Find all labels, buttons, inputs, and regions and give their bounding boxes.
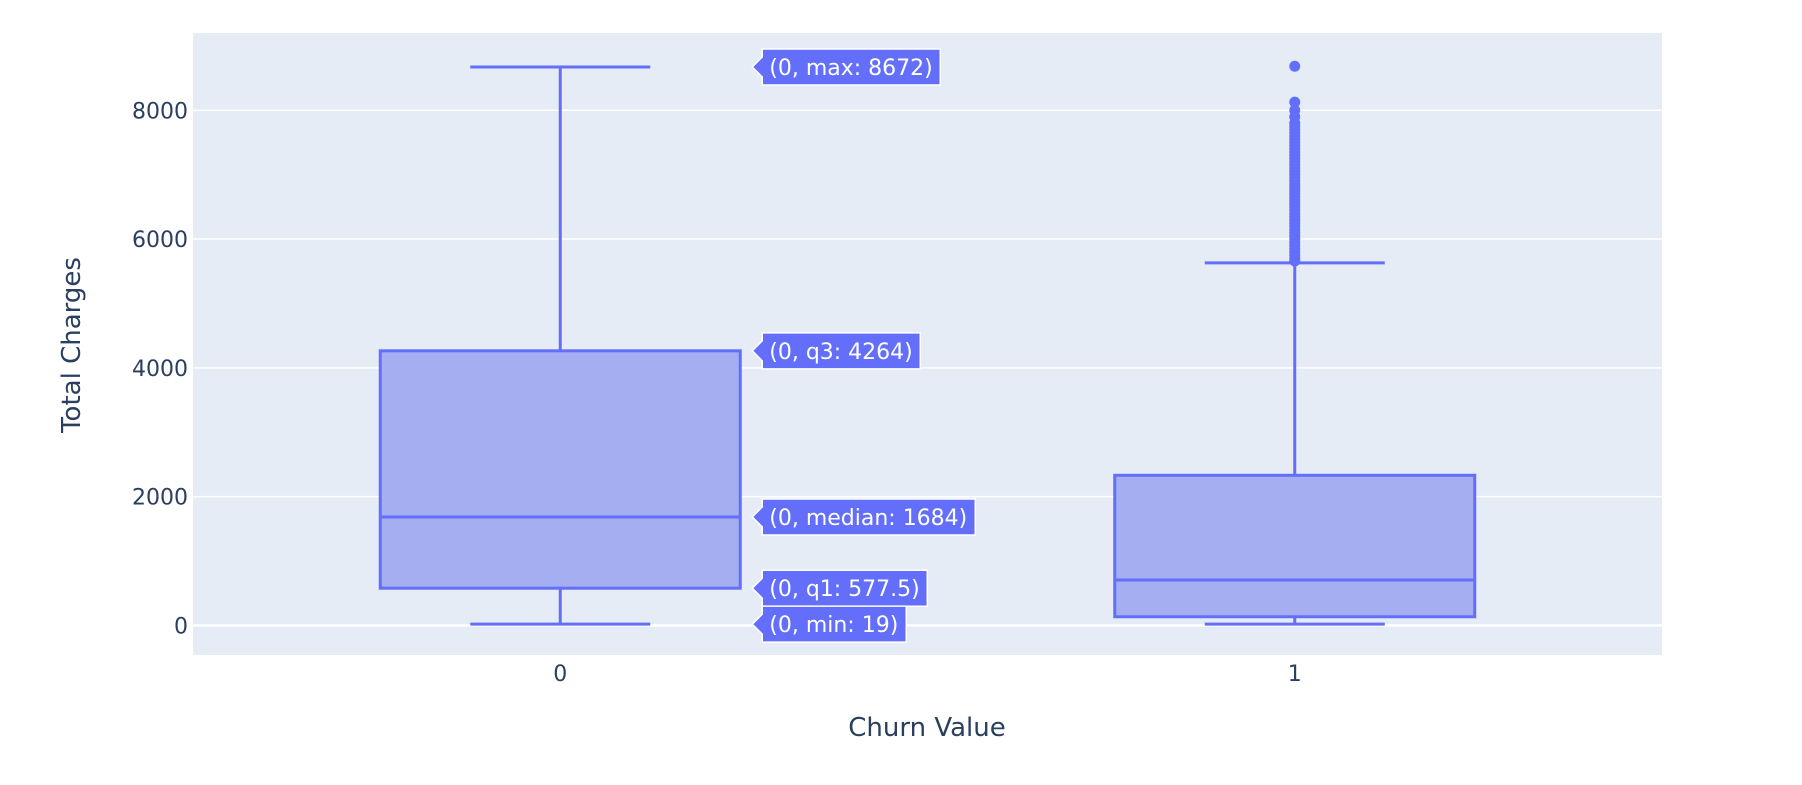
y-tick-label: 8000 <box>132 99 188 124</box>
x-axis-title: Churn Value <box>848 713 1006 743</box>
hover-label-text: (0, max: 8672) <box>769 56 932 81</box>
hover-label-text: (0, median: 1684) <box>769 506 967 531</box>
hover-label-text: (0, q1: 577.5) <box>769 577 920 602</box>
hover-label-max: (0, max: 8672) <box>751 48 941 86</box>
hover-label-text: (0, q3: 4264) <box>769 340 913 365</box>
y-axis-ticks: 0 2000 4000 6000 8000 <box>132 99 188 639</box>
hover-label-q1: (0, q1: 577.5) <box>751 569 928 607</box>
y-axis-title: Total Charges <box>57 257 87 434</box>
y-tick-label: 0 <box>174 614 188 639</box>
y-tick-label: 6000 <box>132 228 188 253</box>
y-tick-label: 4000 <box>132 357 188 382</box>
box-trace-1[interactable] <box>1113 60 1477 626</box>
hover-label-box <box>751 48 941 86</box>
x-tick-label: 1 <box>1288 662 1302 687</box>
outlier-point[interactable] <box>1289 104 1301 116</box>
iqr-box[interactable] <box>1113 473 1477 619</box>
hover-labels: (0, max: 8672) (0, q3: 4264) (0, median: 1… <box>751 48 976 643</box>
hover-label-text: (0, min: 19) <box>769 613 898 638</box>
boxes[interactable] <box>378 60 1477 626</box>
hover-label-median: (0, median: 1684) <box>751 498 976 536</box>
y-tick-label: 2000 <box>132 486 188 511</box>
hover-label-box <box>751 605 907 643</box>
hover-label-box <box>751 332 921 370</box>
outlier-point[interactable] <box>1289 60 1301 72</box>
hover-label-box <box>751 569 928 607</box>
hover-label-q3: (0, q3: 4264) <box>751 332 921 370</box>
hover-label-box <box>751 498 976 536</box>
box-trace-0[interactable] <box>378 65 742 626</box>
iqr-box[interactable] <box>378 349 742 590</box>
hover-label-min: (0, min: 19) <box>751 605 907 643</box>
outlier-point[interactable] <box>1289 96 1301 108</box>
x-tick-label: 0 <box>553 662 567 687</box>
